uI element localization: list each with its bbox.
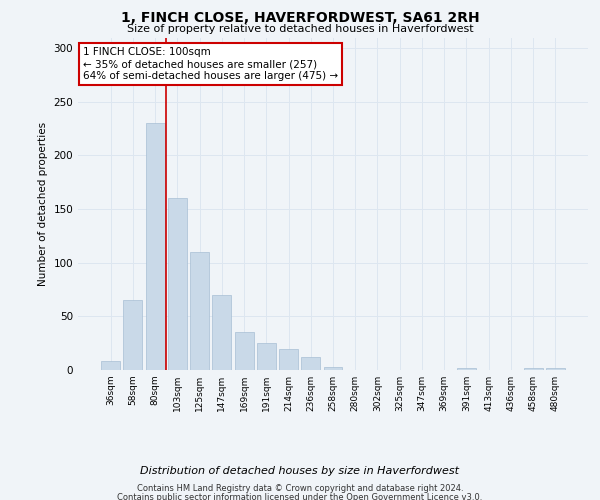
- Y-axis label: Number of detached properties: Number of detached properties: [38, 122, 48, 286]
- Bar: [279, 348, 298, 370]
- Bar: [168, 198, 187, 370]
- Text: 1 FINCH CLOSE: 100sqm
← 35% of detached houses are smaller (257)
64% of semi-det: 1 FINCH CLOSE: 100sqm ← 35% of detached …: [83, 48, 338, 80]
- Bar: [124, 300, 142, 370]
- Text: 1, FINCH CLOSE, HAVERFORDWEST, SA61 2RH: 1, FINCH CLOSE, HAVERFORDWEST, SA61 2RH: [121, 12, 479, 26]
- Text: Distribution of detached houses by size in Haverfordwest: Distribution of detached houses by size …: [140, 466, 460, 476]
- Text: Contains HM Land Registry data © Crown copyright and database right 2024.: Contains HM Land Registry data © Crown c…: [137, 484, 463, 493]
- Bar: [457, 368, 476, 370]
- Bar: [235, 332, 254, 370]
- Bar: [301, 357, 320, 370]
- Text: Size of property relative to detached houses in Haverfordwest: Size of property relative to detached ho…: [127, 24, 473, 34]
- Bar: [101, 362, 120, 370]
- Text: Contains public sector information licensed under the Open Government Licence v3: Contains public sector information licen…: [118, 493, 482, 500]
- Bar: [146, 124, 164, 370]
- Bar: [323, 367, 343, 370]
- Bar: [212, 295, 231, 370]
- Bar: [257, 343, 276, 370]
- Bar: [190, 252, 209, 370]
- Bar: [524, 368, 542, 370]
- Bar: [546, 368, 565, 370]
